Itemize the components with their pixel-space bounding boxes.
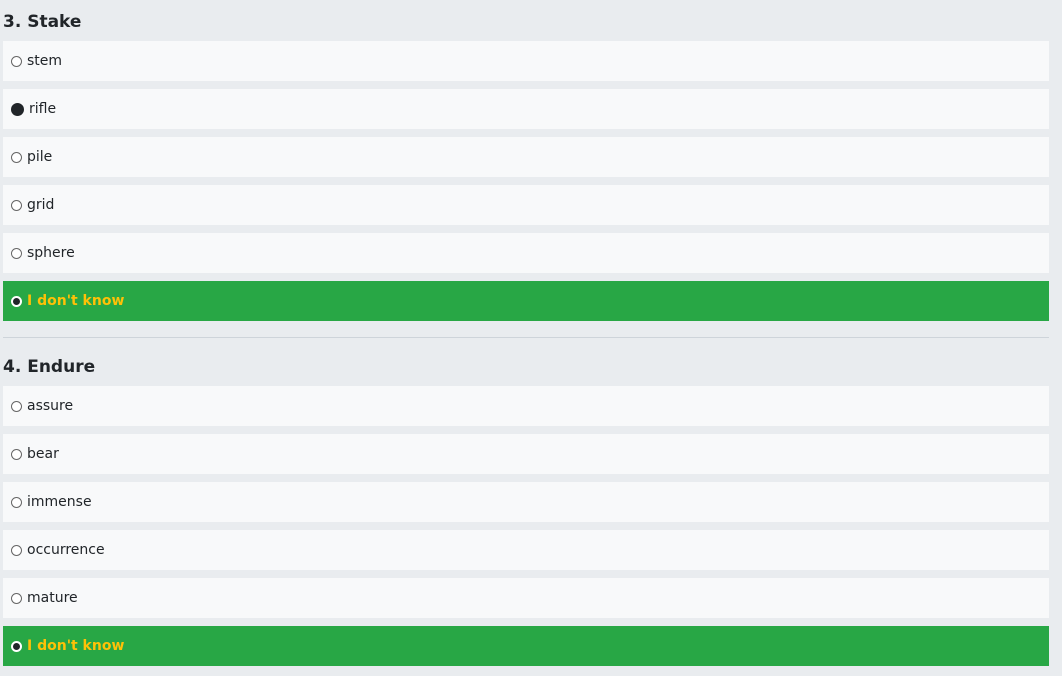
option-label: rifle (29, 101, 57, 117)
radio-icon[interactable] (11, 496, 22, 508)
option-sphere[interactable]: sphere (3, 233, 1049, 273)
option-pile[interactable]: pile (3, 137, 1049, 177)
question-3: 3. Stake stem rifle pile grid sphere I d… (3, 0, 1049, 329)
radio-icon[interactable] (11, 151, 22, 163)
radio-icon[interactable] (11, 448, 22, 460)
option-mature[interactable]: mature (3, 578, 1049, 618)
option-label: grid (27, 197, 55, 213)
radio-icon[interactable] (11, 544, 22, 556)
option-occurrence[interactable]: occurrence (3, 530, 1049, 570)
option-stem[interactable]: stem (3, 41, 1049, 81)
question-4: 4. Endure assure bear immense occurrence… (3, 345, 1049, 674)
radio-icon[interactable] (11, 400, 22, 412)
radio-icon[interactable] (11, 592, 22, 604)
option-label: bear (27, 446, 59, 462)
radio-checked-icon[interactable] (11, 295, 22, 307)
option-label: occurrence (27, 542, 105, 558)
question-title: 4. Endure (3, 357, 96, 377)
option-immense[interactable]: immense (3, 482, 1049, 522)
option-label: mature (27, 590, 78, 606)
option-label: I don't know (27, 293, 125, 309)
option-label: I don't know (27, 638, 125, 654)
option-grid[interactable]: grid (3, 185, 1049, 225)
radio-icon[interactable] (11, 247, 22, 259)
option-i-dont-know-selected[interactable]: I don't know (3, 626, 1049, 666)
option-label: immense (27, 494, 92, 510)
option-label: assure (27, 398, 74, 414)
option-label: sphere (27, 245, 75, 261)
option-i-dont-know-selected[interactable]: I don't know (3, 281, 1049, 321)
divider (3, 337, 1049, 338)
radio-checked-icon[interactable] (11, 640, 22, 652)
radio-filled-icon[interactable] (11, 102, 24, 116)
radio-icon[interactable] (11, 55, 22, 67)
radio-icon[interactable] (11, 199, 22, 211)
option-label: stem (27, 53, 63, 69)
option-label: pile (27, 149, 53, 165)
question-title: 3. Stake (3, 12, 82, 32)
option-bear[interactable]: bear (3, 434, 1049, 474)
option-assure[interactable]: assure (3, 386, 1049, 426)
option-rifle[interactable]: rifle (3, 89, 1049, 129)
